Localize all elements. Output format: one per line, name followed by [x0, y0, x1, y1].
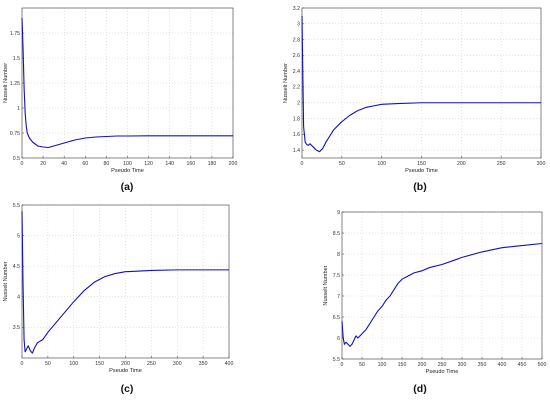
y-tick-label: 1.5	[13, 56, 20, 62]
x-tick-label: 50	[45, 361, 51, 367]
series-line	[341, 242, 543, 347]
panel-caption: (d)	[413, 383, 426, 395]
y-tick-label: 6.5	[333, 315, 340, 321]
y-tick-label: 2.6	[293, 53, 300, 59]
series-line	[301, 15, 541, 153]
x-tick-label: 0	[301, 161, 304, 167]
y-tick-label: 3.2	[293, 6, 300, 12]
x-tick-label: 120	[144, 161, 153, 167]
chart-panel-d: 0 50 100 150 200 250 300 350 400 450 500 5.5 6 6.5 7 7.…	[323, 210, 546, 395]
y-tick-label: 7.5	[333, 273, 340, 279]
y-tick-label: 2.2	[293, 85, 300, 91]
x-tick-label: 300	[537, 161, 546, 167]
y-tick-label: 5	[17, 233, 20, 239]
y-tick-label: 8.5	[333, 231, 340, 237]
y-tick-label: 7	[337, 294, 340, 300]
x-tick-label: 150	[95, 361, 104, 367]
y-tick-label: 1.6	[293, 132, 300, 138]
y-tick-label: 8	[337, 252, 340, 258]
y-axis-label: Nusselt Number	[323, 265, 329, 305]
x-tick-label: 300	[173, 361, 182, 367]
y-tick-label: 1.25	[10, 81, 20, 87]
y-tick-label: 9	[337, 210, 340, 216]
y-tick-label: 5.5	[13, 203, 20, 209]
x-tick-label: 500	[538, 362, 547, 368]
x-tick-label: 100	[69, 361, 78, 367]
x-tick-label: 140	[165, 161, 174, 167]
x-tick-label: 200	[457, 161, 466, 167]
x-tick-label: 250	[438, 362, 447, 368]
x-tick-label: 250	[147, 361, 156, 367]
y-tick-label: 1.8	[293, 116, 300, 122]
y-tick-label: 2	[297, 101, 300, 107]
x-tick-label: 150	[417, 161, 426, 167]
y-tick-label: 3	[297, 22, 300, 28]
x-tick-label: 250	[497, 161, 506, 167]
x-tick-label: 150	[398, 362, 407, 368]
panel-caption: (c)	[121, 383, 134, 395]
x-tick-label: 450	[518, 362, 527, 368]
y-axis-label: Nusselt Number	[3, 63, 9, 103]
panel-caption: (a)	[121, 181, 134, 193]
chart-panel-b: 0 50 100 150 200 250 300 1.4 1.6 1.8 2 2.2 2.4 2.6 2.8…	[283, 6, 545, 193]
x-tick-label: 100	[123, 161, 132, 167]
series-line	[21, 17, 233, 149]
y-tick-label: 0.75	[10, 131, 20, 137]
y-tick-label: 1.75	[10, 31, 20, 37]
x-tick-label: 100	[377, 161, 386, 167]
x-tick-label: 180	[208, 161, 217, 167]
x-tick-label: 80	[104, 161, 110, 167]
x-tick-label: 200	[418, 362, 427, 368]
x-tick-label: 0	[21, 361, 24, 367]
y-tick-label: 0.5	[13, 156, 20, 162]
x-tick-label: 0	[21, 161, 24, 167]
y-tick-label: 2.4	[293, 69, 300, 75]
x-axis-label: Pseudo Time	[111, 168, 144, 174]
x-axis-label: Pseudo Time	[426, 369, 459, 375]
x-tick-label: 160	[186, 161, 195, 167]
x-tick-label: 200	[229, 161, 238, 167]
x-tick-label: 50	[339, 161, 345, 167]
y-tick-label: 5.5	[333, 357, 340, 363]
panel-caption: (b)	[413, 181, 426, 193]
y-tick-label: 6	[337, 336, 340, 342]
x-tick-label: 350	[478, 362, 487, 368]
chart-panel-a: 0 20 40 60 80 100 120 140 160 180 200 0.5 0.75 1 1.25 1…	[3, 7, 238, 193]
x-tick-label: 200	[121, 361, 130, 367]
y-axis-label: Nusselt Number	[3, 261, 9, 301]
plot-area	[342, 212, 542, 359]
x-tick-label: 300	[458, 362, 467, 368]
y-tick-label: 2.8	[293, 37, 300, 43]
x-tick-label: 0	[341, 362, 344, 368]
x-axis-label: Pseudo Time	[405, 168, 438, 174]
y-tick-label: 1.4	[293, 148, 300, 154]
x-axis-label: Pseudo Time	[109, 368, 142, 374]
x-tick-label: 50	[359, 362, 365, 368]
x-tick-label: 350	[199, 361, 208, 367]
x-tick-label: 400	[498, 362, 507, 368]
y-tick-label: 4	[17, 295, 20, 301]
y-axis-label: Nusselt Number	[283, 63, 289, 103]
x-tick-label: 60	[82, 161, 88, 167]
x-tick-label: 20	[40, 161, 46, 167]
x-tick-label: 40	[61, 161, 67, 167]
plot-area	[22, 205, 229, 358]
y-tick-label: 4.5	[13, 264, 20, 270]
y-tick-label: 3.5	[13, 325, 20, 331]
y-tick-label: 1	[17, 106, 20, 112]
x-tick-label: 100	[378, 362, 387, 368]
chart-panel-c: 0 50 100 150 200 250 300 350 400 3.5 4 4.5 5 5.5 Pseud…	[3, 203, 233, 395]
series-line	[21, 211, 229, 354]
x-tick-label: 400	[225, 361, 234, 367]
